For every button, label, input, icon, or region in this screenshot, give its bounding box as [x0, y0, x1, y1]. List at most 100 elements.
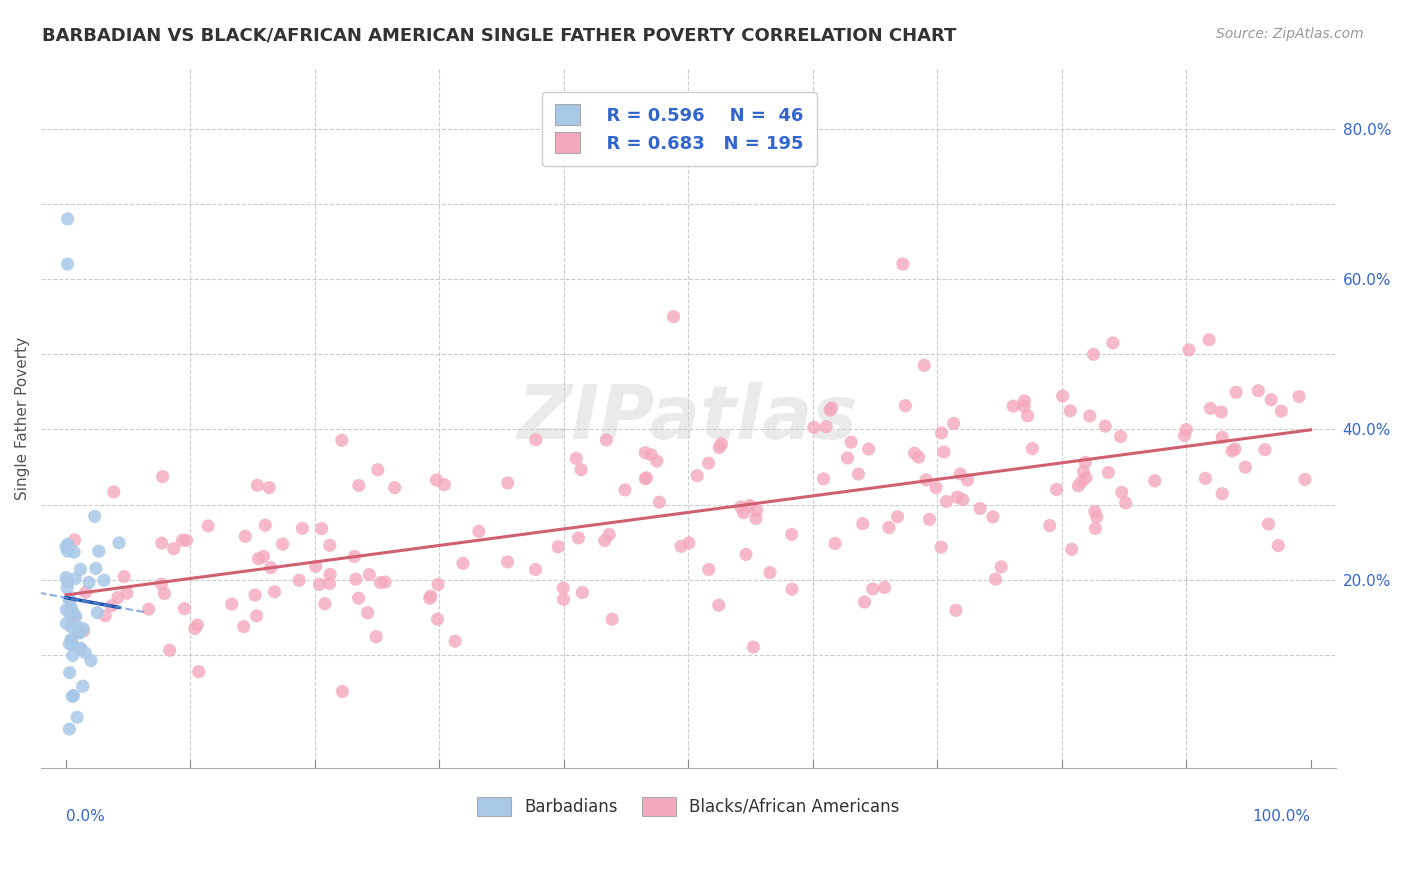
Point	[929, 540, 952, 554]
Point	[115, 586, 138, 600]
Point	[1094, 419, 1116, 434]
Point	[1143, 474, 1166, 488]
Point	[245, 608, 267, 623]
Point	[1267, 539, 1289, 553]
Point	[912, 359, 935, 373]
Point	[837, 450, 859, 465]
Point	[709, 441, 731, 455]
Point	[1115, 496, 1137, 510]
Point	[1211, 405, 1233, 419]
Point	[1078, 409, 1101, 423]
Point	[730, 500, 752, 514]
Point	[1254, 442, 1277, 457]
Point	[63, 545, 86, 559]
Point	[877, 520, 900, 534]
Point	[567, 531, 589, 545]
Point	[1247, 384, 1270, 398]
Point	[759, 566, 782, 580]
Point	[640, 448, 662, 462]
Point	[419, 589, 441, 603]
Point	[138, 602, 160, 616]
Point	[1175, 422, 1198, 436]
Point	[112, 569, 135, 583]
Point	[319, 567, 342, 582]
Point	[886, 509, 908, 524]
Point	[852, 516, 875, 531]
Point	[1211, 430, 1233, 444]
Point	[1223, 442, 1246, 456]
Point	[176, 533, 198, 548]
Point	[1173, 428, 1195, 442]
Point	[496, 475, 519, 490]
Point	[1288, 389, 1310, 403]
Legend: Barbadians, Blacks/African Americans: Barbadians, Blacks/African Americans	[471, 790, 905, 822]
Point	[72, 622, 94, 636]
Point	[1270, 404, 1292, 418]
Point	[69, 642, 91, 657]
Point	[186, 618, 208, 632]
Point	[84, 561, 107, 575]
Point	[1074, 455, 1097, 469]
Point	[72, 624, 94, 638]
Point	[1084, 521, 1107, 535]
Point	[370, 575, 392, 590]
Point	[426, 612, 449, 626]
Point	[69, 640, 91, 655]
Point	[1060, 542, 1083, 557]
Point	[69, 562, 91, 576]
Point	[75, 585, 97, 599]
Point	[932, 445, 955, 459]
Point	[55, 571, 77, 585]
Point	[858, 442, 880, 456]
Point	[742, 640, 765, 654]
Point	[1225, 385, 1247, 400]
Point	[803, 420, 825, 434]
Point	[815, 419, 838, 434]
Point	[243, 588, 266, 602]
Point	[1220, 443, 1243, 458]
Point	[60, 600, 83, 615]
Point	[903, 446, 925, 460]
Point	[1084, 504, 1107, 518]
Point	[67, 620, 90, 634]
Point	[187, 665, 209, 679]
Point	[330, 434, 353, 448]
Point	[347, 591, 370, 606]
Point	[733, 506, 755, 520]
Point	[1178, 343, 1201, 357]
Point	[780, 582, 803, 597]
Point	[150, 536, 173, 550]
Point	[853, 595, 876, 609]
Point	[873, 581, 896, 595]
Point	[364, 630, 387, 644]
Point	[56, 544, 79, 558]
Text: ZIPatlas: ZIPatlas	[519, 382, 858, 455]
Point	[524, 563, 547, 577]
Point	[697, 562, 720, 576]
Point	[56, 581, 79, 595]
Point	[595, 433, 617, 447]
Point	[58, 637, 80, 651]
Point	[75, 646, 97, 660]
Point	[221, 597, 243, 611]
Point	[62, 606, 84, 620]
Point	[1211, 486, 1233, 500]
Point	[107, 591, 129, 605]
Point	[925, 481, 948, 495]
Point	[159, 643, 181, 657]
Point	[1073, 465, 1095, 479]
Point	[1085, 509, 1108, 524]
Point	[600, 612, 623, 626]
Point	[308, 577, 330, 591]
Point	[359, 567, 381, 582]
Point	[745, 503, 768, 517]
Point	[247, 551, 270, 566]
Point	[1046, 483, 1069, 497]
Point	[524, 433, 547, 447]
Point	[1017, 409, 1039, 423]
Point	[374, 574, 396, 589]
Point	[1039, 518, 1062, 533]
Point	[59, 665, 82, 680]
Point	[314, 597, 336, 611]
Point	[62, 689, 84, 703]
